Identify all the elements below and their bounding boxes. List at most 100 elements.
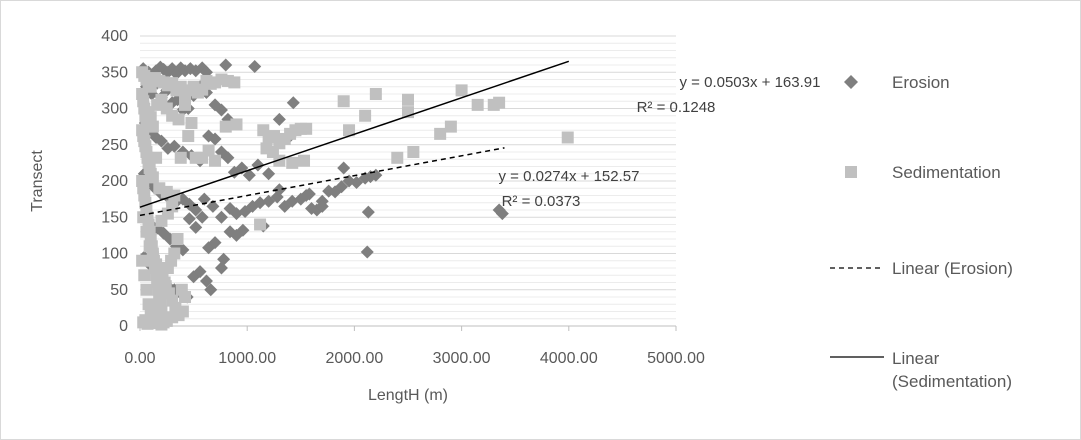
sedimentation-point (185, 117, 198, 129)
erosion-point (197, 192, 211, 206)
sedimentation-point (158, 276, 171, 289)
data-points (136, 58, 574, 331)
erosion-point (208, 236, 222, 250)
x-tick-label: 2000.00 (325, 350, 383, 367)
legend-erosion-label: Erosion (892, 73, 950, 92)
sedimentation-point (155, 287, 168, 300)
x-tick-label: 0.00 (124, 350, 155, 367)
sedimentation-point (455, 84, 468, 97)
sedimentation-point (300, 122, 313, 135)
y-axis-title: Transect (29, 150, 46, 212)
y-tick-label: 150 (101, 209, 128, 226)
sedimentation-point (444, 120, 457, 133)
y-tick-label: 400 (101, 28, 128, 45)
sedimentation-point (140, 225, 153, 238)
erosion-point (208, 132, 222, 146)
erosion-point (337, 161, 351, 175)
erosion-point (221, 151, 235, 165)
y-tick-label: 300 (101, 101, 128, 118)
sedimentation-point (402, 93, 414, 106)
erosion-point (272, 112, 286, 126)
y-tick-label: 0 (119, 318, 128, 335)
sedimentation-point (286, 156, 299, 169)
erosion-point (182, 212, 196, 226)
erosion-point (360, 245, 374, 259)
legend: Erosion Sedimentation Linear (Erosion) L… (830, 73, 1013, 391)
erosion-point (315, 199, 329, 213)
legend-linear-sedimentation-label-line1: Linear (892, 349, 940, 368)
sedimentation-point (143, 240, 156, 253)
erosion-point (251, 158, 265, 172)
sedimentation-point (337, 95, 350, 108)
y-tick-label: 50 (110, 282, 128, 299)
y-tick-label: 350 (101, 64, 128, 81)
erosion-point (214, 103, 228, 117)
erosion-trendline (139, 147, 505, 217)
erosion-point (206, 199, 220, 213)
erosion-point (214, 261, 228, 275)
x-axis: 0.00 1000.00 2000.00 3000.00 4000.00 5000.00 (124, 325, 705, 367)
x-tick-label: 5000.00 (647, 350, 705, 367)
legend-sedimentation-label: Sedimentation (892, 163, 1001, 182)
erosion-point (286, 96, 300, 110)
sedimentation-point (359, 109, 372, 122)
erosion-point (217, 252, 231, 266)
sedimentation-point (561, 131, 574, 144)
erosion-point (189, 203, 203, 217)
erosion-point (189, 220, 203, 234)
y-tick-label: 250 (101, 137, 128, 154)
sedimentation-point (168, 247, 181, 260)
erosion-point (167, 139, 181, 153)
erosion-r2: R² = 0.0373 (502, 193, 581, 210)
sedimentation-point (146, 120, 159, 133)
sedimentation-point (151, 305, 164, 318)
erosion-point (204, 283, 218, 297)
y-tick-label: 100 (101, 246, 128, 263)
sedimentation-point (146, 171, 159, 184)
sedimentation-point (182, 130, 195, 143)
erosion-point (242, 168, 256, 182)
sedimentation-point (138, 269, 151, 282)
erosion-equation: y = 0.0274x + 152.57 (499, 168, 640, 185)
legend-erosion-marker (844, 75, 858, 89)
y-tick-label: 200 (101, 173, 128, 190)
sedimentation-point (179, 291, 192, 303)
erosion-point (193, 265, 207, 279)
legend-linear-sedimentation-label-line2: (Sedimentation) (892, 372, 1012, 391)
sedimentation-point (171, 233, 184, 245)
erosion-point (219, 58, 233, 72)
sedimentation-point (230, 118, 243, 131)
erosion-point (195, 210, 209, 224)
erosion-point (154, 134, 168, 148)
sedimentation-point (136, 254, 149, 267)
erosion-point (299, 189, 313, 202)
sedimentation-point (273, 154, 286, 167)
sedimentation-point (391, 151, 404, 164)
erosion-point (495, 207, 509, 221)
erosion-point (361, 205, 375, 219)
erosion-point (305, 202, 319, 216)
sedimentation-point (176, 305, 189, 318)
sedimentation-point (219, 120, 232, 133)
x-tick-label: 1000.00 (218, 350, 276, 367)
sedimentation-point (434, 127, 447, 140)
sedimentation-trendline (139, 60, 570, 208)
sedimentation-point (228, 76, 241, 89)
sedimentation-point (144, 111, 157, 124)
legend-sedimentation-marker (845, 166, 857, 178)
sedimentation-point (343, 124, 356, 137)
sedimentation-point (298, 154, 311, 167)
sedimentation-point (493, 96, 506, 109)
erosion-point (272, 183, 286, 197)
y-axis: 0 50 100 150 200 250 300 350 400 (101, 28, 128, 335)
erosion-point (236, 223, 250, 237)
erosion-point (253, 196, 267, 210)
sedimentation-point (209, 154, 222, 167)
sedimentation-point (471, 98, 484, 111)
sedimentation-point (150, 151, 163, 164)
sedimentation-point (172, 113, 185, 126)
x-tick-label: 4000.00 (540, 350, 598, 367)
sedimentation-point (137, 211, 150, 224)
trendlines (139, 60, 570, 217)
